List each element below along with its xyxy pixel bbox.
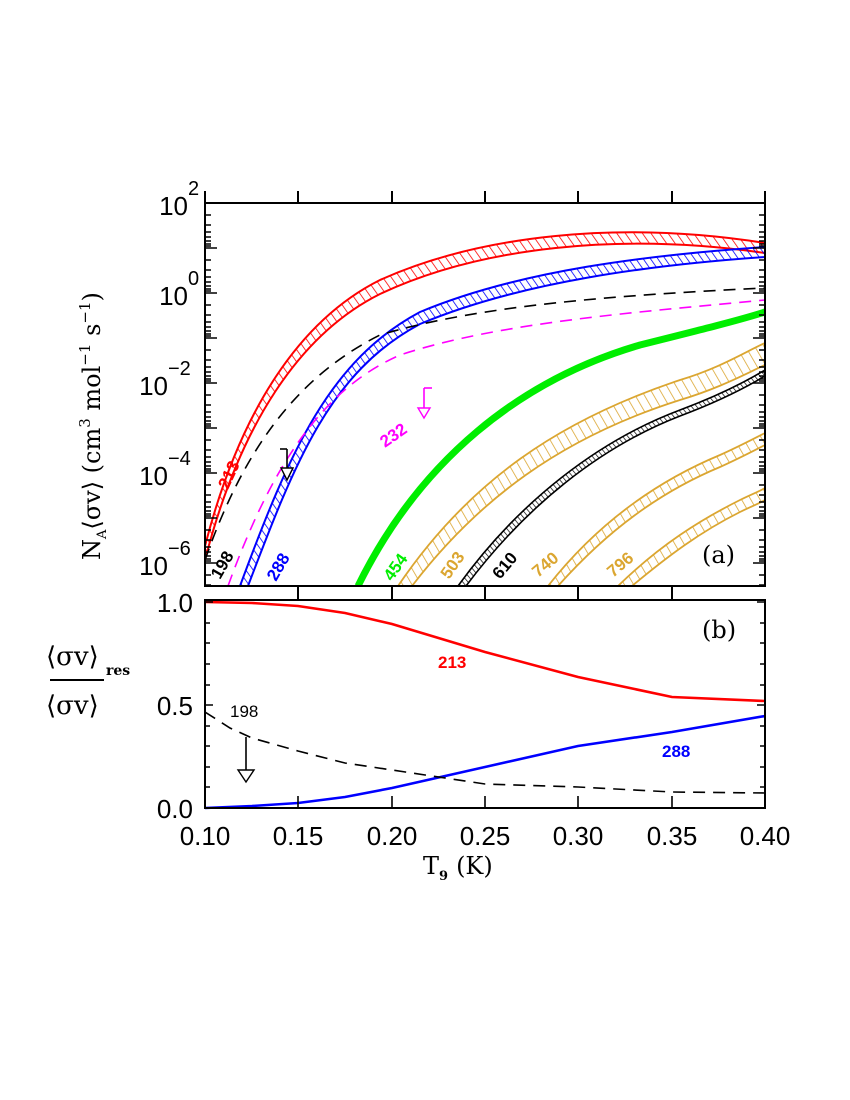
label-232: 232 [376,419,410,451]
svg-text:−6: −6 [168,538,191,560]
svg-text:0.20: 0.20 [367,821,418,851]
panel-b-curve-labels: 213 288 198 [230,653,690,761]
label-198: 198 [207,548,238,582]
curve-740-band [546,431,765,586]
svg-text:10: 10 [159,281,188,311]
arrow-232-upper-limit [416,387,432,420]
ratio-198-dashed [205,711,765,794]
curve-796-band [616,486,765,586]
panel-b-frame [204,599,766,809]
curve-288-band [238,245,765,586]
curve-454-band [354,308,765,586]
arrow-198-ratio-upper-limit [236,737,256,784]
x-axis-label: T9 (K) [423,852,493,884]
label-b-288: 288 [662,742,690,761]
svg-text:−2: −2 [168,358,191,380]
svg-text:−4: −4 [168,448,191,470]
ratio-288-line [205,714,765,810]
curve-198-dashed [205,287,765,561]
panel-b [205,600,765,810]
svg-text:2: 2 [188,178,199,200]
svg-text:0.0: 0.0 [157,794,193,824]
panel-a-bottom-ticks [297,586,673,600]
panel-a-tag: (a) [702,541,735,569]
panel-a-y-axis-label: NA⟨σv⟩ (cm3 mol−1 s−1) [76,292,110,560]
svg-text:0.10: 0.10 [180,821,231,851]
svg-text:10: 10 [139,461,168,491]
svg-text:0.5: 0.5 [157,691,193,721]
ratio-213-line [205,600,765,703]
x-tick-labels: 0.10 0.15 0.20 0.25 0.30 0.35 0.40 [180,821,791,851]
svg-text:0.30: 0.30 [553,821,604,851]
svg-text:⟨σv⟩: ⟨σv⟩ [46,642,99,672]
curve-610-band [457,369,765,586]
curve-503-band [396,342,765,586]
svg-text:10: 10 [139,551,168,581]
svg-text:res: res [106,663,130,679]
svg-text:0.25: 0.25 [460,821,511,851]
panel-b-y-tick-labels: 1.0 0.5 0.0 [157,588,193,824]
label-b-213: 213 [438,653,466,672]
label-b-198: 198 [230,702,258,721]
svg-text:0: 0 [188,268,199,290]
panel-b-tag: (b) [702,616,736,644]
panel-b-y-axis-label: ⟨σv⟩ res ⟨σv⟩ [46,642,130,721]
panel-b-ticks [205,601,765,809]
svg-text:10: 10 [159,191,188,221]
panel-a-log-ticks [205,202,765,586]
label-610: 610 [489,549,522,583]
svg-text:0.35: 0.35 [647,821,698,851]
svg-text:1.0: 1.0 [157,588,193,618]
panel-a [205,231,765,586]
svg-text:NA⟨σv⟩ (cm3 mol−1 s−1): NA⟨σv⟩ (cm3 mol−1 s−1) [76,292,110,560]
label-213: 213 [214,458,243,492]
svg-text:10: 10 [139,371,168,401]
panel-a-top-ticks [204,191,766,203]
svg-text:0.40: 0.40 [740,821,791,851]
panel-a-y-tick-labels: 10 2 10 0 10 −2 10 −4 10 −6 [139,178,199,581]
svg-text:⟨σv⟩: ⟨σv⟩ [46,691,99,721]
curve-213-band [205,231,765,561]
label-288: 288 [263,550,294,584]
svg-text:0.15: 0.15 [273,821,324,851]
arrow-198-upper-limit [279,448,295,482]
curve-232-dashed [227,299,765,586]
